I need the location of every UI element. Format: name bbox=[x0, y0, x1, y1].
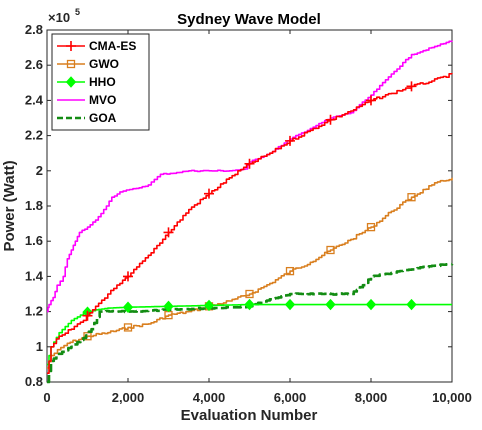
legend-item-gwo: GWO bbox=[57, 57, 119, 71]
series-marker-cma-es bbox=[406, 81, 417, 92]
x-tick-label: 2,000 bbox=[112, 390, 145, 405]
x-axis-title: Evaluation Number bbox=[181, 407, 318, 424]
series-cma-es bbox=[47, 73, 453, 374]
y-axis-title: Power (Watt) bbox=[1, 160, 18, 251]
legend-item-cma-es: CMA-ES bbox=[57, 39, 136, 53]
legend-marker bbox=[66, 41, 76, 51]
series-marker-hho bbox=[406, 298, 417, 311]
series-marker-cma-es bbox=[163, 227, 174, 238]
series-marker-hho bbox=[365, 298, 377, 311]
y-tick-label: 0.8 bbox=[25, 374, 43, 389]
y-tick-label: 2.4 bbox=[25, 92, 44, 107]
legend-item-hho: HHO bbox=[57, 75, 116, 89]
y-tick-label: 2 bbox=[36, 163, 43, 178]
series-marker-hho bbox=[122, 301, 134, 313]
legend-label: HHO bbox=[89, 75, 116, 89]
series-marker-gwo bbox=[285, 266, 295, 276]
legend-label: GOA bbox=[89, 111, 117, 125]
y-tick-label: 1 bbox=[36, 339, 43, 354]
x-tick-label: 4,000 bbox=[193, 390, 226, 405]
series-layer bbox=[47, 40, 454, 384]
series-line-hho bbox=[47, 303, 452, 366]
legend-label: GWO bbox=[89, 57, 119, 71]
legend-marker bbox=[66, 59, 76, 69]
y-tick-label: 2.8 bbox=[25, 22, 43, 37]
legend-item-mvo: MVO bbox=[57, 93, 116, 107]
legend-label: MVO bbox=[89, 93, 116, 107]
series-marker-gwo bbox=[245, 289, 254, 299]
series-marker-gwo bbox=[407, 193, 416, 202]
legend-label: CMA-ES bbox=[89, 39, 136, 53]
series-line-mvo bbox=[47, 40, 453, 313]
series-marker-hho bbox=[163, 300, 174, 313]
series-marker-hho bbox=[244, 298, 255, 311]
y-tick-label: 2.6 bbox=[25, 57, 43, 72]
series-marker-gwo bbox=[326, 245, 335, 255]
series-marker-gwo bbox=[123, 323, 133, 332]
legend-item-goa: GOA bbox=[57, 111, 117, 125]
x-tick-label: 0 bbox=[43, 390, 50, 405]
x-tick-label: 10,000 bbox=[432, 390, 472, 405]
y-multiplier: ×10 5 bbox=[48, 7, 80, 25]
series-marker-cma-es bbox=[82, 310, 93, 321]
series-marker-cma-es bbox=[123, 271, 133, 282]
y-tick-label: 1.2 bbox=[25, 304, 43, 319]
x-tick-label: 6,000 bbox=[274, 390, 307, 405]
y-tick-label: 1.4 bbox=[25, 268, 44, 283]
y-multiplier-base: ×10 bbox=[48, 10, 70, 25]
y-tick-label: 1.6 bbox=[25, 233, 43, 248]
series-marker-cma-es bbox=[325, 114, 336, 125]
y-multiplier-exponent: 5 bbox=[75, 7, 80, 17]
x-tick-label: 8,000 bbox=[355, 390, 388, 405]
series-marker-hho bbox=[284, 298, 296, 311]
series-gwo bbox=[47, 177, 453, 369]
series-marker-cma-es bbox=[366, 95, 376, 106]
series-line-gwo bbox=[47, 177, 453, 369]
axis-ticks: 0 2,000 4,000 6,000 8,000 10,000 0.8 1 1.2 1.4 1.6… bbox=[25, 22, 472, 405]
chart-title: Sydney Wave Model bbox=[177, 11, 321, 28]
y-tick-label: 2.2 bbox=[25, 128, 43, 143]
legend-marker bbox=[65, 76, 77, 88]
series-marker-cma-es bbox=[204, 188, 214, 199]
legend: CMA-ES GWO HHO MVO GOA bbox=[51, 33, 150, 131]
series-marker-gwo bbox=[366, 222, 376, 232]
series-marker-hho bbox=[325, 298, 336, 311]
series-marker-cma-es bbox=[285, 135, 295, 146]
series-marker-cma-es bbox=[244, 158, 255, 169]
y-tick-label: 1.8 bbox=[25, 198, 43, 213]
series-mvo bbox=[47, 40, 453, 313]
series-marker-hho bbox=[203, 299, 215, 312]
